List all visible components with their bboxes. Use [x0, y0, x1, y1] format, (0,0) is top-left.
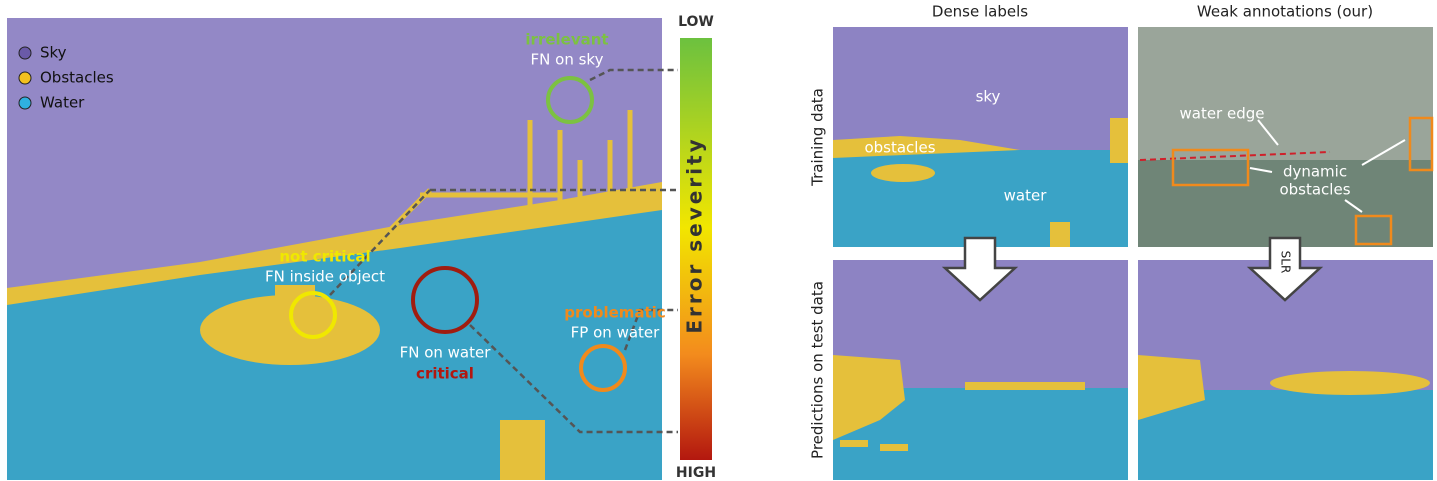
pointer-arrows: [1249, 119, 1406, 213]
water-region: [833, 150, 1128, 247]
error-circle: [289, 291, 337, 339]
leader-line: [329, 189, 431, 296]
obstacle-region: [871, 164, 935, 182]
obstacle-box: [1408, 116, 1434, 172]
flow-arrow: [941, 236, 1019, 302]
column-header: Weak annotations (our): [1197, 3, 1373, 21]
annotation-tag: not critical: [279, 248, 370, 266]
photo-water: [1138, 160, 1433, 247]
obstacle-box: [1354, 214, 1393, 246]
annotation-tag: irrelevant: [525, 31, 608, 49]
legend-label: Obstacles: [40, 69, 114, 87]
scale-title: Error severity: [683, 136, 707, 333]
error-circle: [546, 76, 594, 124]
scale-bottom-label: HIGH: [676, 465, 716, 481]
annotation-label: FP on water: [571, 324, 660, 342]
shoreline-obstacle: [7, 182, 662, 305]
false-positive: [880, 444, 908, 451]
obstacle-region: [833, 355, 905, 440]
annotation-tag: problematic: [564, 304, 665, 322]
column-header: Dense labels: [932, 3, 1028, 21]
obstacle-region: [1050, 222, 1070, 247]
flow-arrow: [1246, 236, 1324, 302]
scale-top-label: LOW: [678, 14, 714, 30]
leader-line: [623, 308, 678, 351]
leader-line: [469, 324, 678, 434]
obstacle-region: [1138, 355, 1205, 420]
obstacle-region: [965, 382, 1085, 390]
weak-training-image: water edge dynamic obstacles: [1138, 27, 1434, 247]
annotation-label: FN on sky: [531, 51, 604, 69]
water-edge-line: [1139, 151, 1331, 161]
annotation-label: FN on water: [400, 344, 492, 362]
row-header: Predictions on test data: [809, 281, 827, 459]
region-label: obstacles: [864, 139, 935, 157]
obstacle-region: [1110, 118, 1128, 163]
dense-training-image: sky obstacles water: [833, 27, 1128, 247]
legend-marker: [18, 71, 32, 85]
scene-image: [7, 18, 662, 480]
annotation-label: dynamic: [1283, 163, 1347, 181]
legend-marker: [18, 46, 32, 60]
error-circle: [579, 344, 627, 392]
annotation-label: water edge: [1179, 105, 1264, 123]
arrow-label: SLR: [1279, 251, 1293, 274]
annotation-label: FN inside object: [265, 268, 385, 286]
legend: Sky Obstacles Water: [18, 44, 114, 112]
severity-scale: LOW HIGH Error severity: [676, 14, 716, 481]
severity-colorbar: [680, 38, 712, 460]
obstacle-box: [1171, 148, 1250, 187]
leader-line: [589, 68, 678, 82]
buoy-obstacle: [500, 420, 545, 480]
leader-lines: [329, 68, 678, 434]
obstacle-region: [833, 136, 1020, 158]
region-label: sky: [976, 88, 1001, 106]
annotation-tag: critical: [416, 365, 474, 383]
legend-label: Sky: [40, 44, 67, 62]
obstacle-region: [1270, 371, 1430, 395]
region-label: water: [1004, 187, 1048, 205]
false-positive: [840, 440, 868, 447]
annotation-label: obstacles: [1279, 181, 1350, 199]
error-circle: [411, 266, 479, 334]
legend-label: Water: [40, 94, 85, 112]
row-header: Training data: [809, 88, 827, 187]
legend-marker: [18, 96, 32, 110]
